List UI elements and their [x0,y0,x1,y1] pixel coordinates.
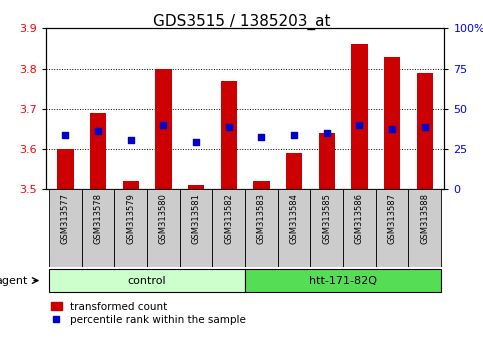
Bar [221,81,237,189]
Bar [213,189,245,267]
Text: GSM313578: GSM313578 [94,193,103,244]
Bar [278,189,311,267]
Bar [351,45,368,189]
Bar [49,269,245,292]
Text: GDS3515 / 1385203_at: GDS3515 / 1385203_at [153,14,330,30]
Bar [417,73,433,189]
Point [62,132,70,138]
Text: GSM313581: GSM313581 [192,193,200,244]
Text: GSM313584: GSM313584 [290,193,298,244]
Point [355,122,363,128]
Bar [319,133,335,189]
Text: GSM313586: GSM313586 [355,193,364,244]
Legend: transformed count, percentile rank within the sample: transformed count, percentile rank withi… [51,302,246,325]
Point [323,130,331,136]
Text: htt-171-82Q: htt-171-82Q [309,275,377,286]
Point [388,126,396,132]
Text: GSM313582: GSM313582 [224,193,233,244]
Text: GSM313580: GSM313580 [159,193,168,244]
Point [159,122,167,128]
Bar [311,189,343,267]
Text: GSM313588: GSM313588 [420,193,429,244]
Bar [147,189,180,267]
Point [290,132,298,138]
Bar [245,269,441,292]
Text: GSM313577: GSM313577 [61,193,70,244]
Point [94,128,102,134]
Bar [245,189,278,267]
Bar [123,181,139,189]
Bar [156,69,171,189]
Bar [384,57,400,189]
Bar [188,185,204,189]
Text: GSM313579: GSM313579 [127,193,135,244]
Point [421,124,428,130]
Point [192,139,200,145]
Text: GSM313587: GSM313587 [387,193,397,244]
Bar [82,189,114,267]
Point [127,137,135,143]
Text: GSM313583: GSM313583 [257,193,266,244]
Bar [253,181,270,189]
Text: GSM313585: GSM313585 [322,193,331,244]
Point [225,124,233,130]
Bar [343,189,376,267]
Bar [376,189,409,267]
Bar [57,149,73,189]
Bar [409,189,441,267]
Bar [286,153,302,189]
Bar [90,113,106,189]
Point [257,134,265,140]
Bar [114,189,147,267]
Text: control: control [128,275,167,286]
Bar [49,189,82,267]
Bar [180,189,213,267]
Text: agent: agent [0,275,28,286]
